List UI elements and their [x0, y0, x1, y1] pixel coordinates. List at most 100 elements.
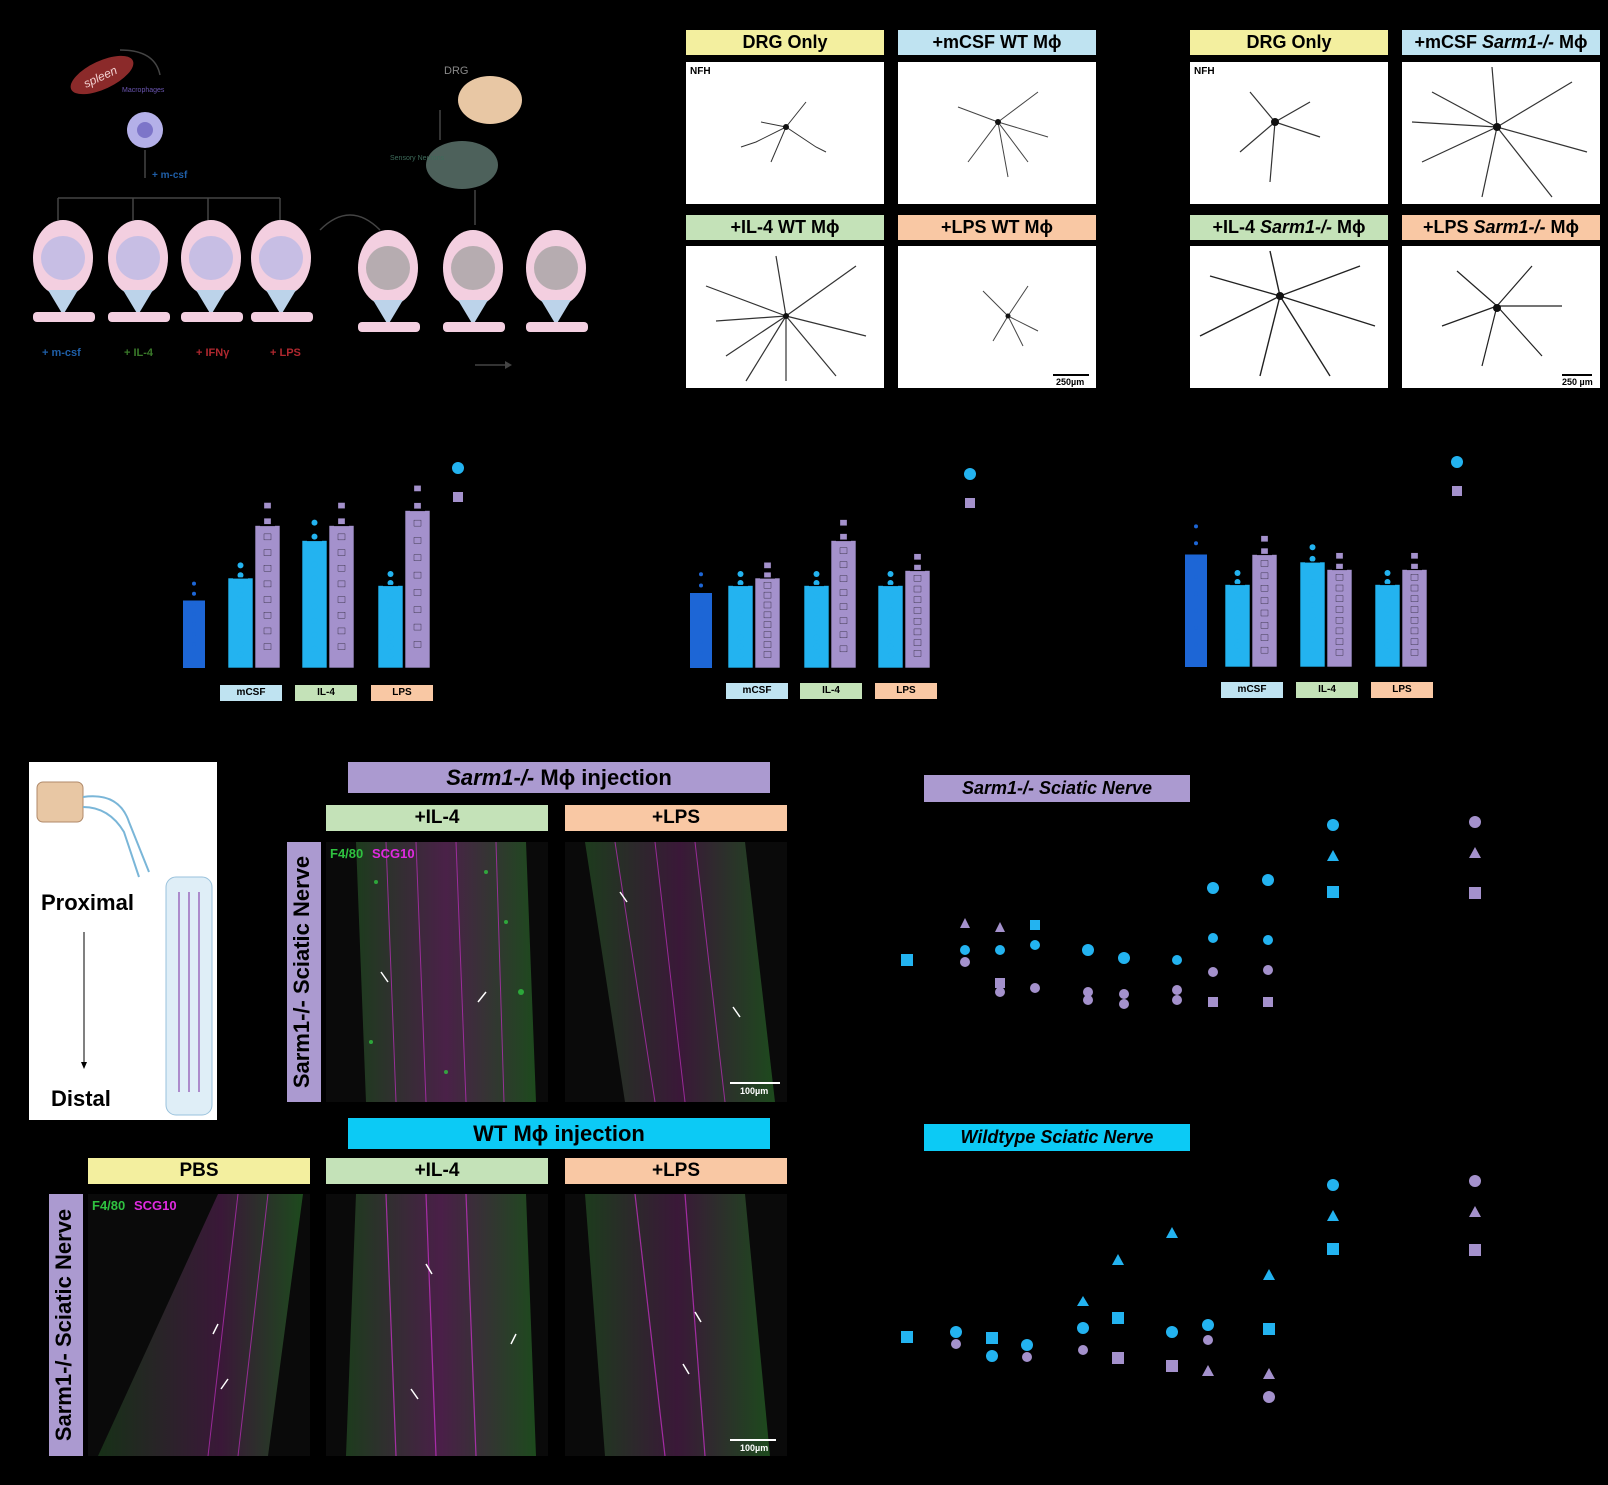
sarm-nerve-plot-title: Sarm1-/- Sciatic Nerve: [924, 775, 1190, 802]
label-sarm-mcsf: +mCSF Sarm1-/- Mϕ: [1402, 30, 1600, 55]
data-point: [1335, 595, 1344, 602]
wt-nerve-dotplot: [901, 1175, 1481, 1403]
data-point: [192, 601, 196, 606]
data-point: [337, 565, 346, 572]
scale-label: 100µm: [740, 1443, 769, 1453]
data-point: [1384, 615, 1391, 622]
condition-il4-label: + IL-4: [124, 347, 154, 359]
data-point: [263, 612, 272, 619]
data-point: [413, 589, 422, 596]
data-point: [1410, 649, 1419, 656]
data-point: [1260, 634, 1269, 641]
data-point: [1260, 560, 1269, 567]
data-point: [413, 571, 422, 579]
data-point: [311, 589, 318, 596]
data-point: [237, 562, 244, 569]
wt-injection-pbs-label: PBS: [88, 1158, 310, 1184]
data-point: [737, 616, 744, 623]
legend-marker-wt: [964, 468, 976, 480]
sensory-neurons-icon: [426, 141, 498, 189]
scale-label: 250µm: [1056, 377, 1085, 387]
data-point: [813, 589, 820, 596]
data-point: [1335, 552, 1344, 559]
condition-mcsf-label: + m-csf: [42, 347, 81, 359]
data-point: [1335, 574, 1344, 581]
culture-schematic: spleen Macrophages + m-csf: [20, 20, 620, 390]
data-point: [387, 625, 394, 632]
data-point: [413, 623, 422, 631]
data-point: [387, 598, 394, 605]
sarm-injection-lps-label: +LPS: [565, 805, 787, 831]
data-point: [887, 625, 894, 632]
legend-marker-sarm: [1452, 486, 1462, 496]
data-point: [1234, 651, 1241, 658]
data-point: [413, 641, 422, 648]
data-point: [311, 575, 318, 582]
data-point: [813, 607, 820, 614]
label-sarm-lps: +LPS Sarm1-/- Mϕ: [1402, 215, 1600, 240]
data-point: [387, 652, 394, 659]
data-point: [1335, 563, 1344, 570]
data-point: [337, 549, 346, 556]
data-point: [1384, 569, 1391, 576]
bar-charts: [183, 456, 1463, 669]
data-point: [311, 533, 318, 540]
data-point: [413, 485, 422, 492]
label-sarm-drg-only: DRG Only: [1190, 30, 1388, 55]
data-point: [763, 621, 772, 628]
stain-f480-label: F4/80: [330, 846, 364, 861]
data-point: [913, 639, 922, 646]
data-point: [763, 651, 772, 658]
data-point: [1234, 569, 1241, 576]
data-point: [813, 616, 820, 623]
data-point: [887, 634, 894, 641]
scale-bar: [730, 1082, 780, 1084]
legend-marker-sarm: [965, 498, 975, 508]
distal-label: Distal: [51, 1086, 111, 1111]
data-point: [237, 582, 244, 589]
data-point: [813, 634, 820, 641]
wt-pbs-micrograph: F4/80 SCG10: [88, 1194, 310, 1456]
data-point: [1410, 638, 1419, 645]
data-point: [1194, 524, 1198, 529]
data-point: [839, 631, 848, 639]
sarm-injection-side-label: Sarm1-/- Sciatic Nerve: [287, 842, 321, 1102]
data-point: [311, 603, 318, 610]
legend-markers: [1327, 1175, 1481, 1256]
data-point: [1234, 642, 1241, 649]
cat-label-1-mcsf: mCSF: [220, 685, 282, 701]
data-point: [913, 607, 922, 614]
image-il4-wt: [686, 246, 884, 388]
data-point: [1410, 584, 1419, 592]
data-point: [1194, 541, 1198, 546]
data-point: [192, 622, 196, 627]
data-point: [387, 616, 394, 623]
data-point: [1309, 648, 1316, 655]
data-point: [813, 625, 820, 632]
drg-label: DRG: [444, 65, 468, 77]
condition-ifng-label: + IFNγ: [196, 347, 230, 359]
data-point: [263, 627, 272, 635]
data-point: [311, 519, 318, 526]
data-point: [1384, 642, 1391, 649]
data-point: [1384, 597, 1391, 604]
data-point: [263, 518, 272, 525]
data-point: [192, 591, 196, 596]
sarm-lps-micrograph: 100µm: [565, 842, 787, 1102]
data-point: [337, 580, 346, 588]
legend-marker-wt: [1451, 456, 1463, 468]
data-point: [737, 570, 744, 577]
data-point: [913, 628, 922, 636]
wt-injection-title: WT Mϕ injection: [348, 1118, 770, 1149]
data-point: [1335, 617, 1344, 624]
spinal-cord-icon: [36, 781, 84, 823]
data-points: [901, 1227, 1275, 1403]
cat-label-2-mcsf: mCSF: [726, 683, 788, 699]
data-point: [887, 598, 894, 605]
data-point: [237, 602, 244, 608]
data-point: [763, 582, 772, 589]
data-point: [1410, 627, 1419, 635]
data-point: [1260, 622, 1269, 629]
data-point: [1309, 590, 1316, 597]
data-point: [839, 547, 848, 554]
